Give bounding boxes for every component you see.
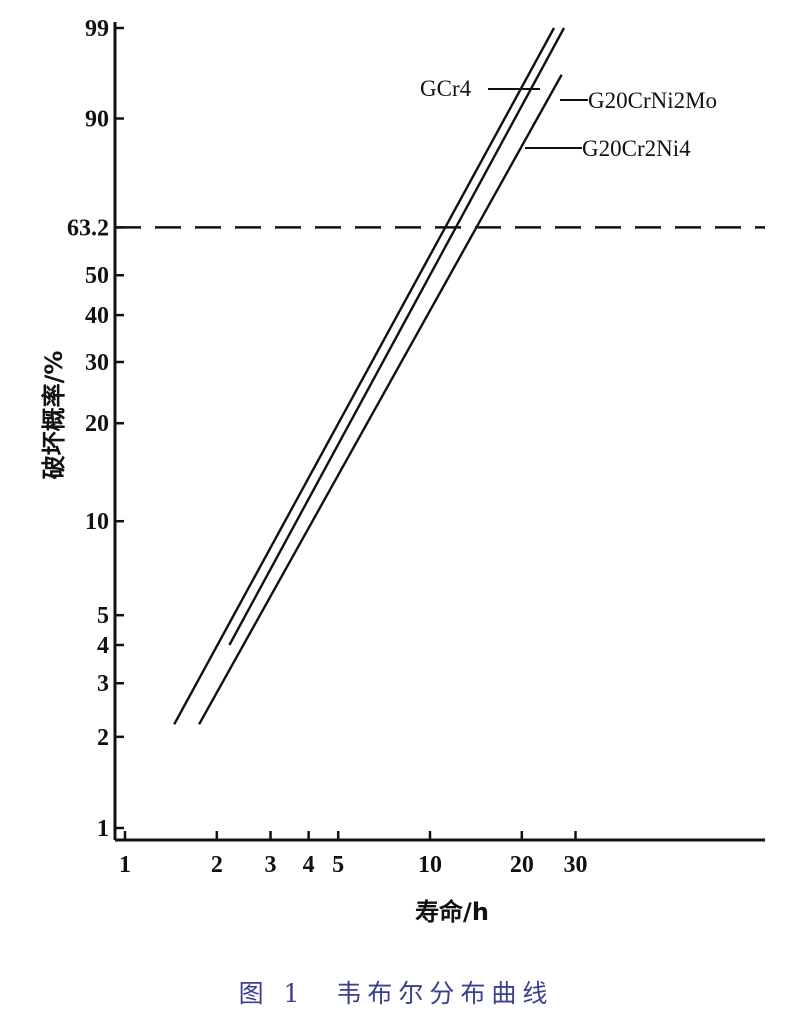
series-label-gcr4: GCr4 (420, 76, 472, 101)
y-tick-label: 99 (85, 16, 109, 42)
x-tick-label: 4 (303, 852, 315, 878)
y-tick-label: 4 (97, 633, 109, 659)
series-line-g20crni2mo (228, 27, 566, 646)
y-tick-label: 90 (85, 106, 109, 132)
y-tick-label: 20 (85, 411, 109, 437)
x-tick-label: 10 (418, 852, 442, 878)
y-tick-label: 10 (85, 509, 109, 535)
x-tick-label: 3 (265, 852, 277, 878)
y-tick-label: 3 (97, 671, 109, 697)
x-tick-label: 5 (332, 852, 344, 878)
x-axis-title: 寿命/h (415, 898, 489, 926)
y-tick-label: 63.2 (67, 215, 109, 241)
y-tick-label: 1 (97, 816, 109, 842)
y-axis-title: 破坏概率/% (40, 351, 68, 480)
y-tick-label: 5 (97, 603, 109, 629)
series-group (173, 27, 566, 725)
y-tick-label: 2 (97, 725, 109, 751)
y-tick-label: 30 (85, 350, 109, 376)
series-line-g20cr2ni4 (198, 74, 563, 725)
y-tick-label: 50 (85, 263, 109, 289)
series-label-g20cr2ni4: G20Cr2Ni4 (582, 136, 691, 161)
series-label-g20crni2mo: G20CrNi2Mo (588, 88, 717, 113)
series-labels: GCr4 G20CrNi2Mo G20Cr2Ni4 (420, 76, 717, 161)
x-tick-label: 30 (564, 852, 588, 878)
x-tick-label: 1 (119, 852, 131, 878)
x-tick-label: 20 (510, 852, 534, 878)
axes (113, 22, 765, 842)
series-line-gcr4 (173, 27, 556, 725)
y-tick-label: 40 (85, 303, 109, 329)
x-tick-label: 2 (211, 852, 223, 878)
figure-caption: 图 1 韦布尔分布曲线 (238, 979, 554, 1008)
